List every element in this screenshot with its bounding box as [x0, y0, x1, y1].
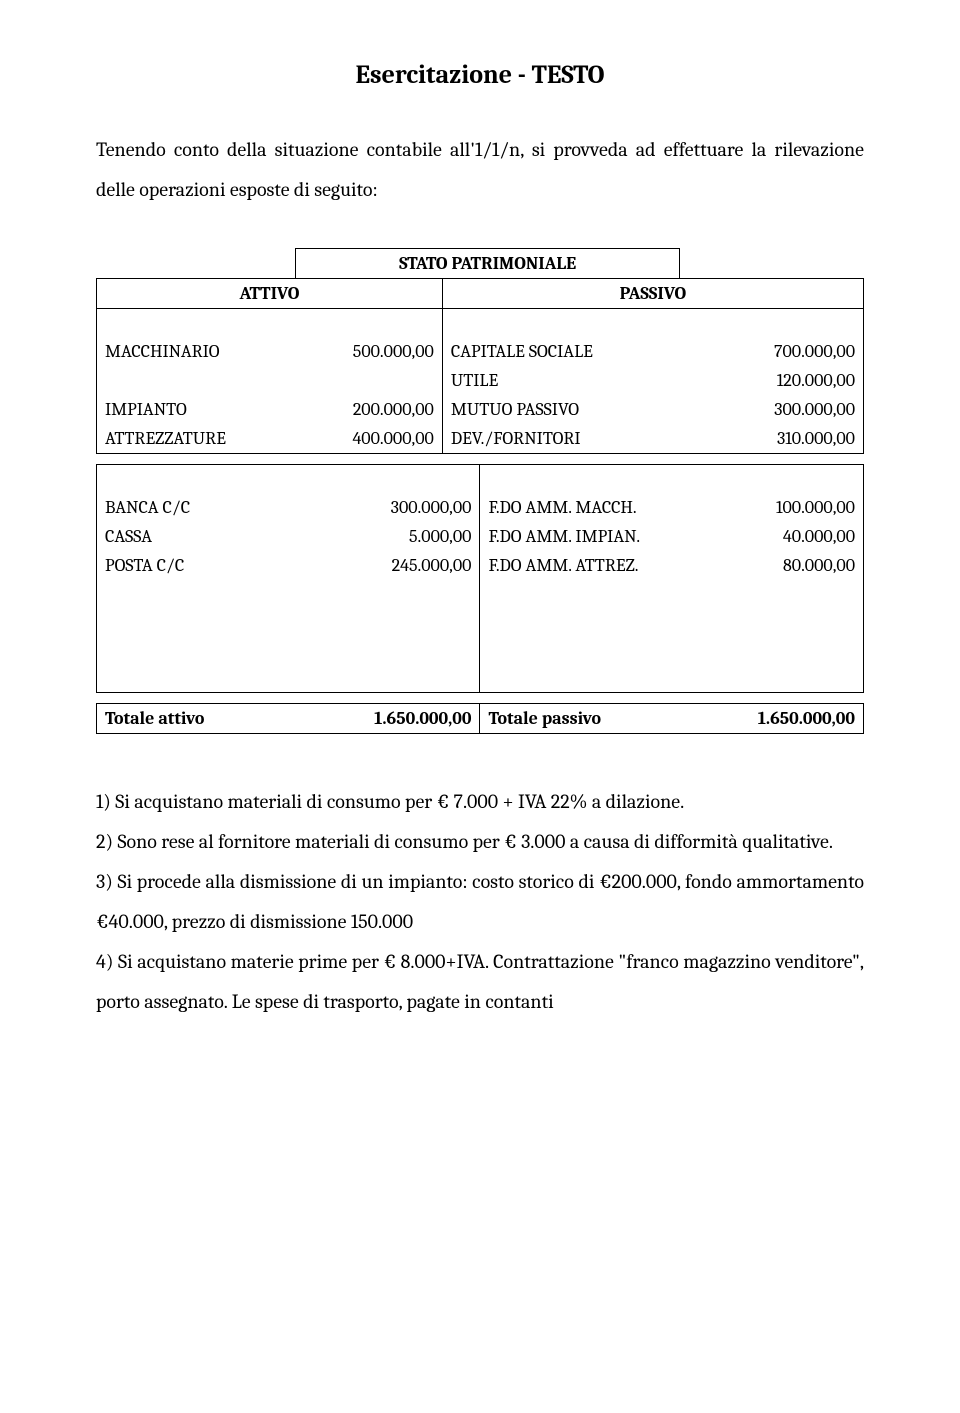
- passivo-value: 80.000,00: [679, 551, 863, 580]
- table-caption: STATO PATRIMONIALE: [296, 249, 680, 279]
- passivo-label: F.DO AMM. ATTREZ.: [480, 551, 679, 580]
- attivo-value: 500.000,00: [296, 337, 442, 366]
- balance-table-block1: STATO PATRIMONIALE ATTIVO PASSIVO MACCHI…: [96, 248, 864, 454]
- table-row: IMPIANTO 200.000,00 MUTUO PASSIVO 300.00…: [97, 395, 864, 424]
- numbered-items: 1) Si acquistano materiali di consumo pe…: [96, 782, 864, 1022]
- passivo-header: PASSIVO: [442, 279, 863, 309]
- balance-table-block2: BANCA C/C 300.000,00 F.DO AMM. MACCH. 10…: [96, 464, 864, 693]
- table-row: MACCHINARIO 500.000,00 CAPITALE SOCIALE …: [97, 337, 864, 366]
- passivo-label: DEV./FORNITORI: [442, 424, 679, 454]
- passivo-label: CAPITALE SOCIALE: [442, 337, 679, 366]
- attivo-label: CASSA: [97, 522, 296, 551]
- table-row: BANCA C/C 300.000,00 F.DO AMM. MACCH. 10…: [97, 493, 864, 522]
- page: Esercitazione - TESTO Tenendo conto dell…: [0, 0, 960, 1413]
- attivo-header: ATTIVO: [97, 279, 443, 309]
- attivo-label: POSTA C/C: [97, 551, 296, 580]
- passivo-label: MUTUO PASSIVO: [442, 395, 679, 424]
- passivo-label: F.DO AMM. IMPIAN.: [480, 522, 679, 551]
- attivo-label: BANCA C/C: [97, 493, 296, 522]
- totals-row: Totale attivo 1.650.000,00 Totale passiv…: [97, 704, 864, 734]
- passivo-label: F.DO AMM. MACCH.: [480, 493, 679, 522]
- passivo-value: 100.000,00: [679, 493, 863, 522]
- list-item: 2) Sono rese al fornitore materiali di c…: [96, 822, 864, 862]
- list-item: 3) Si procede alla dismissione di un imp…: [96, 862, 864, 942]
- attivo-value: 245.000,00: [296, 551, 480, 580]
- totale-attivo-value: 1.650.000,00: [296, 704, 480, 734]
- table-row: CASSA 5.000,00 F.DO AMM. IMPIAN. 40.000,…: [97, 522, 864, 551]
- table-row: ATTREZZATURE 400.000,00 DEV./FORNITORI 3…: [97, 424, 864, 454]
- attivo-label: MACCHINARIO: [97, 337, 296, 366]
- intro-paragraph: Tenendo conto della situazione contabile…: [96, 130, 864, 210]
- table-row: POSTA C/C 245.000,00 F.DO AMM. ATTREZ. 8…: [97, 551, 864, 580]
- page-title: Esercitazione - TESTO: [96, 60, 864, 90]
- passivo-value: 700.000,00: [679, 337, 863, 366]
- passivo-value: 120.000,00: [679, 366, 863, 395]
- attivo-value: 5.000,00: [296, 522, 480, 551]
- list-item: 4) Si acquistano materie prime per € 8.0…: [96, 942, 864, 1022]
- attivo-value: 200.000,00: [296, 395, 442, 424]
- attivo-value: 400.000,00: [296, 424, 442, 454]
- passivo-value: 310.000,00: [679, 424, 863, 454]
- table-row: UTILE 120.000,00: [97, 366, 864, 395]
- passivo-value: 300.000,00: [679, 395, 863, 424]
- totale-passivo-value: 1.650.000,00: [679, 704, 863, 734]
- totale-attivo-label: Totale attivo: [97, 704, 296, 734]
- attivo-value: [296, 366, 442, 395]
- list-item: 1) Si acquistano materiali di consumo pe…: [96, 782, 864, 822]
- balance-table-totals: Totale attivo 1.650.000,00 Totale passiv…: [96, 703, 864, 734]
- attivo-label: ATTREZZATURE: [97, 424, 296, 454]
- attivo-label: [97, 366, 296, 395]
- totale-passivo-label: Totale passivo: [480, 704, 679, 734]
- attivo-label: IMPIANTO: [97, 395, 296, 424]
- passivo-value: 40.000,00: [679, 522, 863, 551]
- passivo-label: UTILE: [442, 366, 679, 395]
- attivo-value: 300.000,00: [296, 493, 480, 522]
